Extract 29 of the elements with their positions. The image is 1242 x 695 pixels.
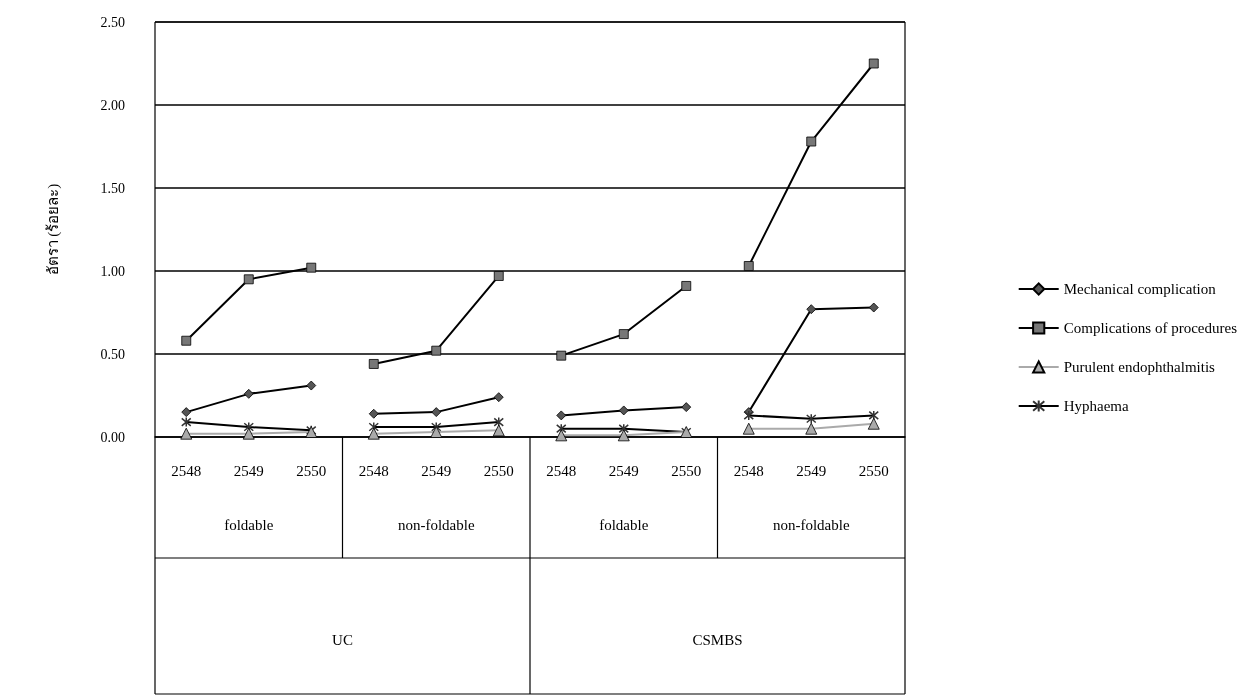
x-tick-label: 2548 [546,462,577,479]
x-tick-label: 2550 [483,462,514,479]
legend-label: Complications of procedures [1063,320,1238,336]
x-tick-label: 2548 [358,462,389,479]
y-tick-label: 2.50 [100,14,125,30]
x-tick-label: 2549 [233,462,264,479]
x-tick-label: 2550 [858,462,889,479]
x-tick-label: 2548 [171,462,202,479]
y-axis-title: อัตรา (ร้อยละ) [44,183,62,276]
x-tick-label: 2548 [733,462,764,479]
legend-label: Purulent endophthalmitis [1063,359,1216,375]
text: foldable [224,517,274,533]
text: foldable [599,517,649,533]
x-tick-label: 2549 [608,462,639,479]
y-tick-label: 0.00 [100,429,125,445]
text: non-foldable [772,517,850,533]
y-tick-label: 0.50 [100,346,125,362]
y-tick-label: 1.00 [100,263,125,279]
text: non-foldable [397,517,475,533]
x-tick-label: 2549 [796,462,827,479]
x-tick-label: 2550 [671,462,702,479]
y-tick-label: 1.50 [100,180,125,196]
x-tick-label: 2550 [296,462,327,479]
text: UC [332,632,353,648]
legend-label: Hyphaema [1063,398,1130,414]
legend-label: Mechanical complication [1063,281,1217,297]
text: CSMBS [692,632,743,648]
x-tick-label: 2549 [421,462,452,479]
y-tick-label: 2.00 [100,97,125,113]
